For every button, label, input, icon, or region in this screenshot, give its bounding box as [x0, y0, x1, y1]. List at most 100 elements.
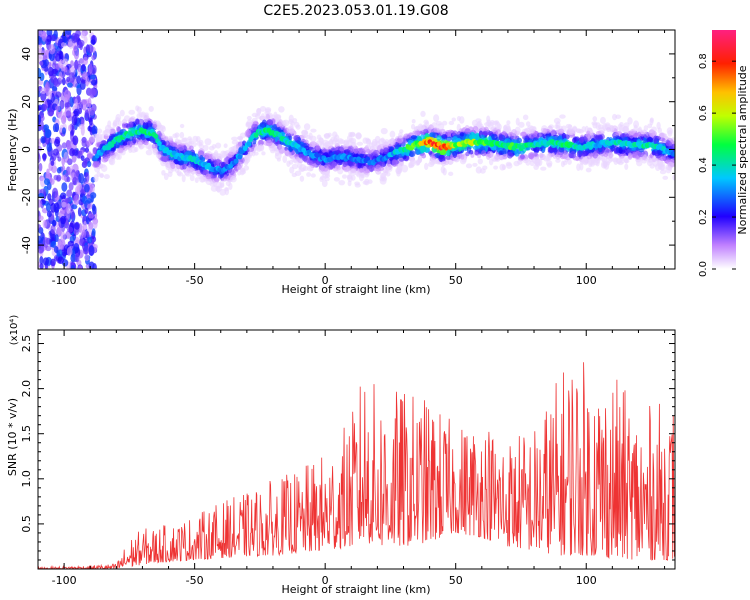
colorbar-gradient	[712, 30, 736, 269]
spectrogram-cell	[42, 219, 47, 229]
spectrogram-cell	[350, 168, 357, 174]
spectrogram-cell	[474, 133, 480, 142]
spectrogram-cell	[321, 148, 329, 153]
snr-ylabel: SNR (10 * v/v)	[6, 398, 19, 476]
spectrogram-cell	[561, 153, 569, 159]
spectrogram-cell	[179, 131, 185, 139]
spectrogram-cell	[519, 154, 525, 160]
spectrogram-cell	[576, 150, 583, 158]
spectrogram-cell	[83, 245, 89, 255]
spectrogram-cell	[502, 153, 508, 160]
spectrogram-cell	[460, 154, 465, 160]
spectrogram-cell	[295, 156, 301, 162]
spectrogram-cell	[633, 120, 640, 129]
spectrogram-cell	[416, 159, 421, 166]
spectrogram-cell	[144, 140, 149, 146]
spectrogram-cell	[278, 146, 286, 154]
spectrogram-cell	[506, 162, 513, 169]
spectrogram-cell	[480, 134, 485, 139]
spectrogram-cell	[65, 30, 72, 35]
spectrogram-cell	[156, 122, 162, 129]
spectrogram-cell	[86, 140, 93, 146]
spectrogram-cell	[81, 63, 86, 72]
spectrogram-cell	[192, 135, 199, 143]
spectrogram-cell	[651, 155, 657, 163]
spectrogram-cell	[61, 157, 66, 166]
spectrogram-cell	[413, 126, 420, 131]
spectrogram-cell	[408, 162, 413, 169]
spectrogram-cell	[381, 172, 386, 181]
spectrogram-ridge-cell	[156, 140, 162, 147]
spectrogram-cell	[548, 146, 555, 153]
spectrogram-cell	[172, 133, 178, 139]
spectrogram-cell	[91, 54, 96, 61]
spectrogram-cell	[213, 177, 220, 182]
spectrogram-cell	[475, 166, 482, 174]
spectrogram-cell	[298, 167, 305, 173]
spectrogram-cell	[87, 97, 92, 108]
spectrogram-cell	[41, 103, 47, 112]
spectrogram-cell	[486, 150, 494, 158]
spectrogram-cell	[215, 182, 223, 189]
spectrogram-cell	[595, 130, 602, 136]
spectrogram-cell	[38, 47, 43, 53]
spectrogram-cell	[258, 144, 264, 151]
spectrogram-cell	[42, 153, 47, 162]
snr-series-line	[38, 362, 675, 569]
spectrogram-cell	[517, 159, 523, 165]
spectrogram-cell	[90, 39, 96, 45]
spectrogram-cell	[61, 142, 67, 149]
spectrogram-cell	[119, 129, 124, 134]
spectrogram-cell	[65, 139, 71, 147]
spectrogram-cell	[438, 154, 446, 163]
spectrogram-cell	[616, 158, 623, 164]
spectrogram-cell	[643, 125, 649, 132]
spectrogram-cell	[38, 199, 43, 208]
spectrogram-cell	[486, 115, 491, 123]
spectrogram-cell	[99, 173, 104, 178]
colorbar-tick-label: 0.6	[698, 105, 709, 121]
spectrogram-cell	[84, 254, 90, 262]
spectrogram-cell	[182, 137, 189, 143]
spectrogram-cell	[44, 128, 52, 139]
spectrogram-cell	[106, 153, 111, 159]
spectrogram-cell	[525, 121, 531, 127]
spectrogram-cell	[310, 128, 317, 133]
spectrogram-cell	[53, 81, 61, 87]
spectrogram-cell	[189, 174, 195, 182]
spectrogram-cell	[88, 117, 93, 126]
spectrogram-cell	[420, 110, 426, 117]
spectrogram-cell	[415, 148, 421, 155]
spectrogram-cell	[58, 58, 64, 69]
spectrogram-cell	[596, 134, 604, 142]
colorbar-ticks: 0.0 0.2 0.4 0.6 0.8	[698, 53, 736, 277]
spectrogram-cell	[46, 168, 50, 178]
spectrogram-cell	[423, 119, 429, 125]
spectrogram-cell	[441, 120, 448, 126]
spectrogram-cell	[499, 163, 506, 171]
spectrogram-cell	[436, 135, 442, 141]
spectrogram-cell	[48, 44, 56, 55]
spectrogram-cell	[567, 124, 573, 131]
spectrogram-cell	[441, 160, 447, 167]
spectrogram-cell	[162, 155, 169, 163]
spectrogram-cell	[70, 60, 74, 67]
spectrogram-ridge-cell	[672, 151, 675, 157]
spectrogram-cell	[585, 167, 592, 173]
spectrogram-cell	[259, 121, 267, 128]
spectrogram-cell	[192, 142, 197, 147]
spectrogram-cell	[375, 140, 381, 146]
spectrogram-cell	[389, 130, 396, 138]
spectrogram-cell	[66, 246, 73, 257]
colorbar-label: Normalized spectral amplitude	[736, 65, 749, 234]
spectrogram-cell	[60, 231, 66, 243]
x-tick-label: -50	[186, 274, 204, 287]
spectrogram-cell	[68, 124, 72, 132]
spectrogram-cell	[73, 194, 80, 206]
spectrogram-cell	[481, 130, 489, 136]
spectrogram-cell	[79, 42, 83, 51]
spectrogram-cell	[39, 176, 46, 188]
spectrogram-cell	[47, 89, 52, 100]
spectrogram-cell	[389, 138, 396, 146]
spectrogram-cell	[276, 157, 281, 162]
